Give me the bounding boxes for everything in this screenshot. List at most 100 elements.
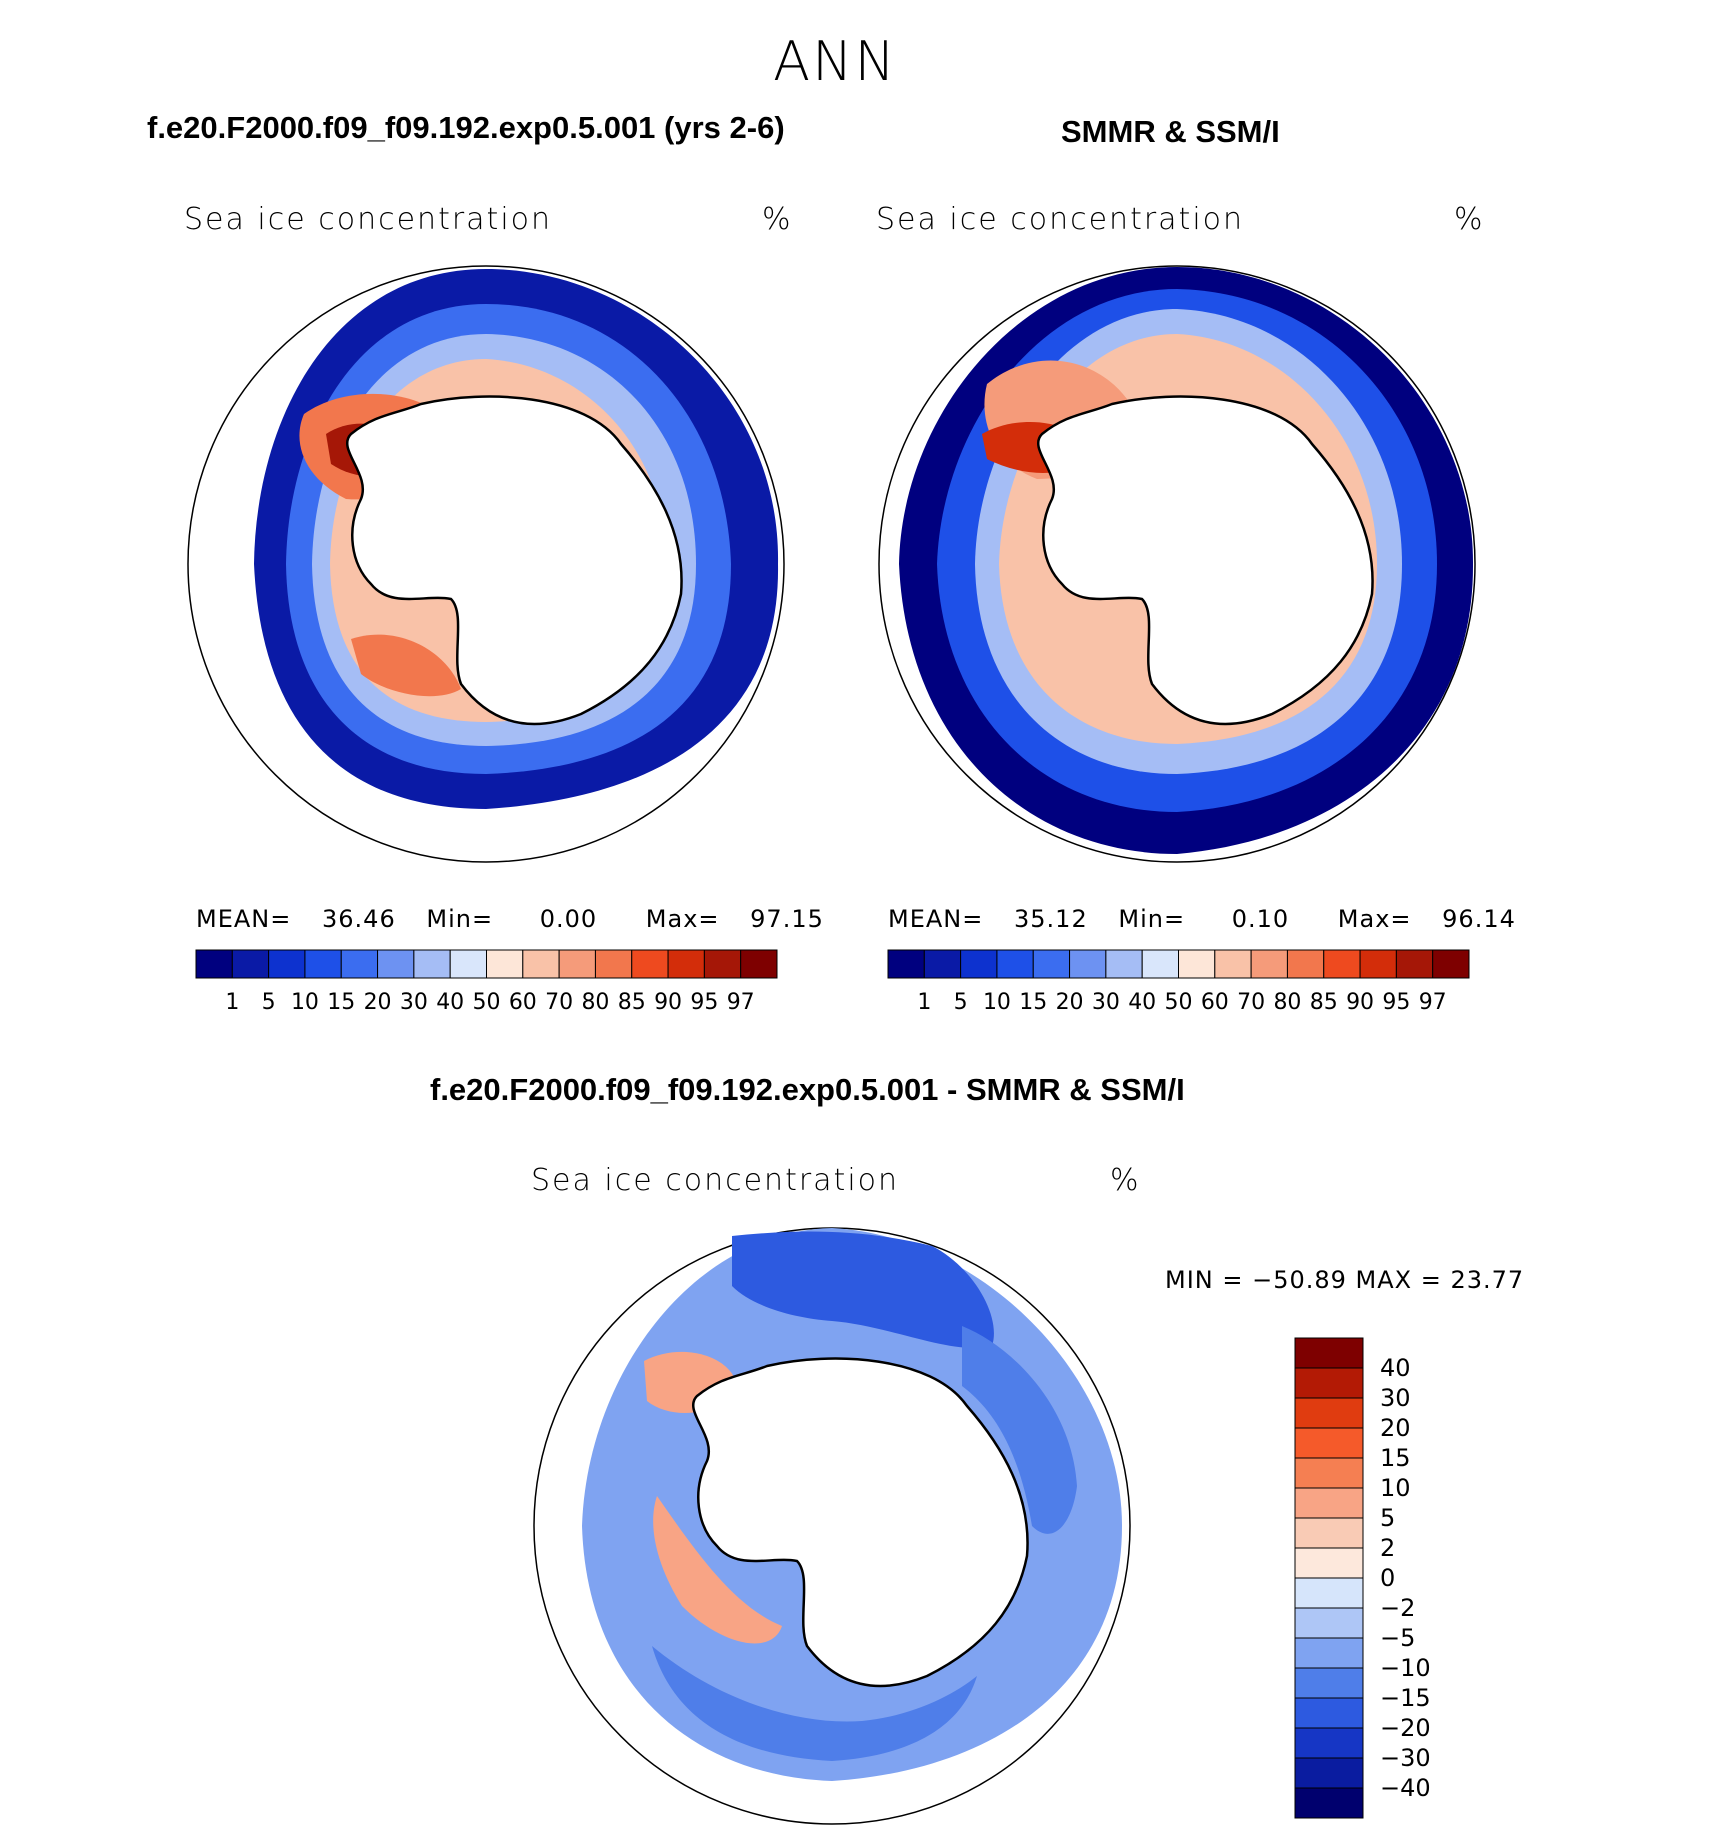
map-difference bbox=[533, 1227, 1131, 1825]
colorbar-segment bbox=[449, 949, 487, 979]
colorbar-tick-label: 0 bbox=[1380, 1564, 1396, 1592]
stats-min-value: 0.00 bbox=[539, 905, 598, 933]
colorbar-segment bbox=[1294, 1427, 1364, 1459]
colorbar-tick-label: 50 bbox=[472, 990, 501, 1015]
diff-negative-south bbox=[652, 1646, 977, 1761]
colorbar-segment bbox=[1294, 1727, 1364, 1759]
colorbar-segment bbox=[667, 949, 705, 979]
colorbar-segment bbox=[703, 949, 742, 979]
colorbar-tick-label: 5 bbox=[953, 990, 968, 1015]
colorbar-tick-label: 97 bbox=[726, 990, 755, 1015]
colorbar-tick-label: 10 bbox=[1380, 1474, 1411, 1502]
colorbar-segment bbox=[1359, 949, 1397, 979]
colorbar-tick-label: 80 bbox=[581, 990, 610, 1015]
stats-diff: MIN = −50.89 MAX = 23.77 bbox=[1165, 1266, 1525, 1294]
colorbar-tick-label: 97 bbox=[1418, 990, 1447, 1015]
colorbar-segment bbox=[960, 949, 998, 979]
colorbar-model bbox=[195, 949, 778, 979]
colorbar-segment bbox=[1294, 1757, 1364, 1789]
antarctica bbox=[345, 395, 683, 726]
map-observations bbox=[878, 265, 1476, 863]
colorbar-segment bbox=[231, 949, 270, 979]
colorbar-segment bbox=[1032, 949, 1071, 979]
colorbar-segment bbox=[1294, 1547, 1364, 1579]
diff-panel-title: f.e20.F2000.f09_f09.192.exp0.5.001 - SMM… bbox=[430, 1072, 1185, 1107]
stats-min-label: Min= bbox=[1118, 905, 1186, 933]
colorbar-segment bbox=[996, 949, 1034, 979]
colorbar-tick-label: −30 bbox=[1380, 1744, 1431, 1772]
colorbar-tick-label: 15 bbox=[327, 990, 356, 1015]
colorbar-segment bbox=[486, 949, 524, 979]
diff-positive-ross bbox=[653, 1496, 782, 1644]
figure-title: ANN bbox=[773, 30, 897, 93]
colorbar-segment bbox=[1395, 949, 1434, 979]
colorbar-segment bbox=[1294, 1787, 1364, 1819]
colorbar-tick-label: 10 bbox=[290, 990, 319, 1015]
colorbar-tick-label: 90 bbox=[1346, 990, 1375, 1015]
colorbar-segment bbox=[1178, 949, 1216, 979]
colorbar-segment bbox=[1294, 1697, 1364, 1729]
stats-max-value: 96.14 bbox=[1442, 905, 1516, 933]
colorbar-segment bbox=[923, 949, 962, 979]
colorbar-segment bbox=[1250, 949, 1288, 979]
panel-label-model: Sea ice concentration bbox=[184, 202, 553, 237]
panel-label-obs: Sea ice concentration bbox=[876, 202, 1245, 237]
stats-max-label: Max= bbox=[645, 905, 720, 933]
colorbar-tick-label: 70 bbox=[545, 990, 574, 1015]
colorbar-tick-label: 20 bbox=[1380, 1414, 1411, 1442]
colorbar-segment bbox=[1294, 1517, 1364, 1549]
colorbar-tick-label: 40 bbox=[1380, 1354, 1411, 1382]
colorbar-segment bbox=[1105, 949, 1143, 979]
panel-label-diff: Sea ice concentration bbox=[531, 1163, 900, 1198]
stats-min-label: Min= bbox=[426, 905, 494, 933]
colorbar-tick-label: 1 bbox=[225, 990, 240, 1015]
stats-min-value: 0.10 bbox=[1231, 905, 1290, 933]
stats-mean-value: 36.46 bbox=[322, 905, 396, 933]
colorbar-segment bbox=[195, 949, 233, 979]
stats-obs: MEAN= 35.12 Min= 0.10 Max= 96.14 bbox=[888, 905, 1516, 933]
colorbar-tick-label: 40 bbox=[436, 990, 465, 1015]
map-model bbox=[187, 265, 785, 863]
colorbar-segment bbox=[1294, 1367, 1364, 1399]
colorbar-segment bbox=[522, 949, 560, 979]
stats-max-label: Max= bbox=[1337, 905, 1412, 933]
colorbar-obs bbox=[887, 949, 1470, 979]
colorbar-tick-label: 90 bbox=[654, 990, 683, 1015]
colorbar-segment bbox=[1323, 949, 1361, 979]
colorbar-tick-label: −15 bbox=[1380, 1684, 1431, 1712]
panel-units-obs: % bbox=[1454, 202, 1485, 237]
colorbar-segment bbox=[1294, 1667, 1364, 1699]
colorbar-tick-label: 10 bbox=[982, 990, 1011, 1015]
left-panel-title: f.e20.F2000.f09_f09.192.exp0.5.001 (yrs … bbox=[147, 110, 785, 145]
colorbar-tick-label: 20 bbox=[363, 990, 392, 1015]
colorbar-segment bbox=[1294, 1457, 1364, 1489]
colorbar-segment bbox=[413, 949, 451, 979]
colorbar-tick-label: 30 bbox=[399, 990, 428, 1015]
colorbar-segment bbox=[304, 949, 342, 979]
colorbar-segment bbox=[1286, 949, 1325, 979]
colorbar-segment bbox=[1294, 1577, 1364, 1609]
colorbar-segment bbox=[1214, 949, 1252, 979]
colorbar-tick-label: 30 bbox=[1380, 1384, 1411, 1412]
colorbar-tick-label: 85 bbox=[1309, 990, 1338, 1015]
colorbar-segment bbox=[887, 949, 925, 979]
colorbar-tick-label: 40 bbox=[1128, 990, 1157, 1015]
colorbar-segment bbox=[377, 949, 415, 979]
colorbar-tick-label: −10 bbox=[1380, 1654, 1431, 1682]
antarctica bbox=[1036, 395, 1374, 726]
colorbar-tick-label: 2 bbox=[1380, 1534, 1396, 1562]
colorbar-tick-label: 20 bbox=[1055, 990, 1084, 1015]
colorbar-segment bbox=[268, 949, 306, 979]
colorbar-segment bbox=[1141, 949, 1179, 979]
colorbar-tick-label: 80 bbox=[1273, 990, 1302, 1015]
colorbar-segment bbox=[594, 949, 633, 979]
colorbar-tick-label: −40 bbox=[1380, 1774, 1431, 1802]
ice-ross bbox=[351, 634, 461, 697]
colorbar-tick-label: 95 bbox=[690, 990, 719, 1015]
stats-max-value: 97.15 bbox=[750, 905, 824, 933]
colorbar-segment bbox=[1432, 949, 1470, 979]
colorbar-segment bbox=[558, 949, 596, 979]
stats-mean-value: 35.12 bbox=[1014, 905, 1088, 933]
panel-units-diff: % bbox=[1110, 1163, 1141, 1198]
colorbar-segment bbox=[631, 949, 669, 979]
